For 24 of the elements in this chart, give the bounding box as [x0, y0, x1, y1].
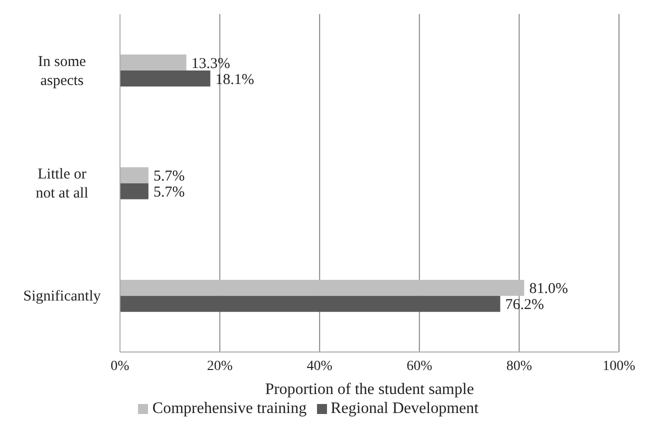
legend-label: Regional Development: [330, 400, 479, 417]
data-label: 18.1%: [215, 72, 254, 88]
bar: [120, 70, 210, 87]
y-tick-label: Significantly: [23, 288, 102, 305]
x-tick-label: 60%: [406, 358, 433, 374]
x-tick-label: 80%: [506, 358, 532, 374]
bar: [120, 183, 148, 200]
data-label: 81.0%: [529, 281, 568, 298]
bar: [120, 167, 148, 184]
data-label: 76.2%: [505, 297, 544, 314]
bar: [120, 296, 500, 312]
x-axis-title: Proportion of the student sample: [265, 381, 474, 398]
legend-label: Comprehensive training: [152, 400, 307, 417]
bar: [120, 280, 524, 296]
x-tick-label: 40%: [306, 358, 333, 374]
x-tick-label: 100%: [602, 358, 636, 374]
x-tick-label: 20%: [206, 358, 233, 374]
data-label: 13.3%: [191, 56, 230, 72]
y-tick-label: Little or not at all: [36, 166, 88, 202]
x-tick-label: 0%: [110, 358, 130, 374]
y-tick-label: In some aspects: [38, 54, 86, 89]
data-label: 5.7%: [153, 184, 185, 201]
bar: [120, 54, 186, 71]
data-label: 5.7%: [153, 168, 185, 185]
